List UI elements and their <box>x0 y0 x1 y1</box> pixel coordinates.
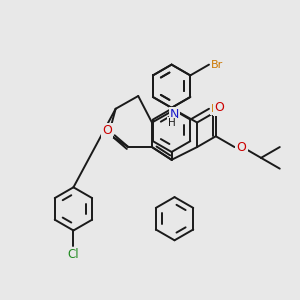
Text: Br: Br <box>211 60 223 70</box>
Text: N: N <box>170 108 179 121</box>
Text: O: O <box>214 101 224 114</box>
Text: O: O <box>102 124 112 137</box>
Text: H: H <box>168 118 176 128</box>
Text: O: O <box>236 141 246 154</box>
Text: Cl: Cl <box>68 248 79 261</box>
Text: Br: Br <box>211 104 223 114</box>
